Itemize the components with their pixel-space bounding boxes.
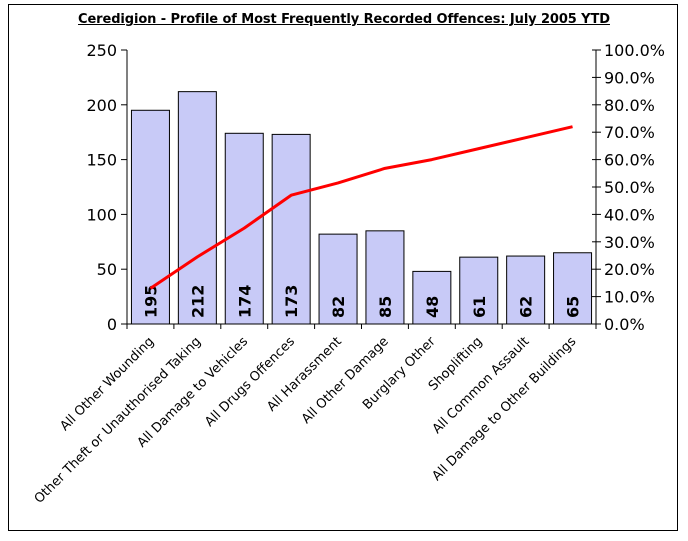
chart-frame: Ceredigion - Profile of Most Frequently … [8,4,678,531]
bar-value-label: 195 [141,285,160,318]
y-right-tick-label: 90.0% [604,68,655,87]
y-left-tick-label: 150 [86,151,117,170]
chart-title: Ceredigion - Profile of Most Frequently … [78,12,610,27]
bar [459,256,499,325]
bar [318,233,358,325]
bar [412,270,452,325]
y-left-tick-label: 50 [97,260,117,279]
x-tick-label: All Drugs Offences [202,334,298,430]
bar-value-label: 173 [282,285,301,318]
y-left-tick-label: 200 [86,96,117,115]
y-right-tick-label: 0.0% [604,315,645,334]
y-right-tick-label: 20.0% [604,260,655,279]
x-tick-label: All Other Damage [299,334,392,427]
bar [365,230,405,325]
bar-value-label: 82 [329,296,348,318]
cumulative-line [149,125,573,290]
y-right-tick-label: 80.0% [604,96,655,115]
y-right-tick-label: 60.0% [604,151,655,170]
bar-value-label: 61 [470,296,489,318]
y-right-tick-label: 10.0% [604,288,655,307]
bar-value-label: 212 [188,285,207,318]
bar [506,255,546,325]
y-right-tick-label: 30.0% [604,233,655,252]
y-left-tick-label: 250 [86,41,117,60]
bar [177,91,217,325]
y-right-tick-label: 70.0% [604,123,655,142]
y-right-tick-label: 100.0% [604,41,665,60]
bar-value-label: 48 [423,296,442,318]
bar [553,252,593,325]
x-tick-label: Other Theft or Unauthorised Taking [32,334,205,507]
bar-value-label: 85 [376,296,395,318]
y-right-tick-label: 40.0% [604,205,655,224]
bar-value-label: 174 [235,285,254,318]
y-right-tick-label: 50.0% [604,178,655,197]
bar-value-label: 62 [517,296,536,318]
y-left-tick-label: 0 [107,315,117,334]
y-left-tick-label: 100 [86,205,117,224]
bar [271,133,311,325]
pareto-chart: 0 50 100 150 200 250 0.0% 10.0% 20.0% 30.0% 40.0% 5… [32,41,665,507]
bar-value-label: 65 [564,296,583,318]
